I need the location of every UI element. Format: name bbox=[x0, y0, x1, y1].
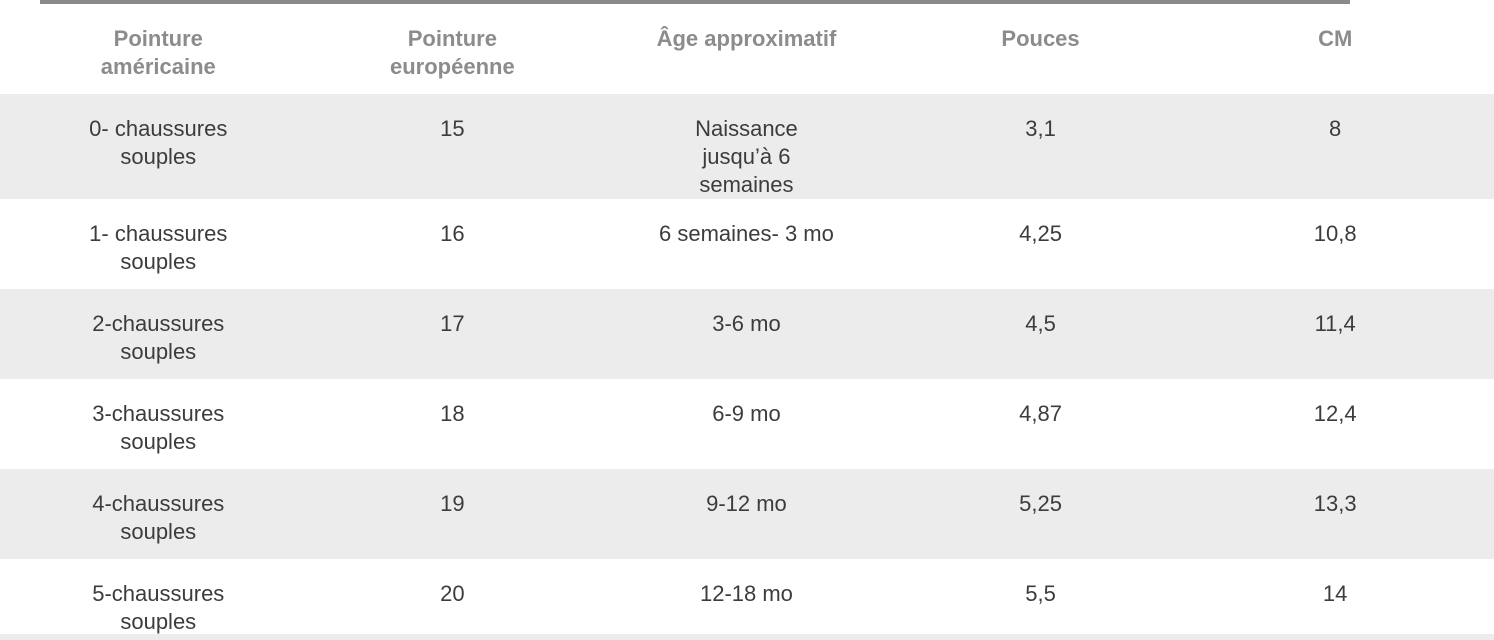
table-row: 1- chaussures souples 16 6 semaines- 3 m… bbox=[0, 199, 1494, 289]
cell-inches: 4,87 bbox=[1019, 401, 1062, 426]
table-body: 0- chaussures souples 15 Naissance jusqu… bbox=[0, 94, 1494, 640]
shoe-size-table: Pointure américaine Pointure européenne … bbox=[0, 4, 1494, 640]
table-row: 0- chaussures souples 15 Naissance jusqu… bbox=[0, 94, 1494, 199]
cell-approx-age: 3-6 mo bbox=[588, 289, 905, 379]
cell-us-size: 0- chaussures souples bbox=[0, 94, 317, 199]
next-row-band bbox=[0, 634, 1494, 640]
cell-us-size: 4-chaussures souples bbox=[0, 469, 317, 559]
table-row: 2-chaussures souples 17 3-6 mo 4,5 11,4 bbox=[0, 289, 1494, 379]
table-header: Pointure américaine Pointure européenne … bbox=[0, 4, 1494, 94]
table-row: 5-chaussures souples 20 12-18 mo 5,5 14 bbox=[0, 559, 1494, 640]
cell-inches: 5,5 bbox=[1025, 581, 1056, 606]
cell-inches: 5,25 bbox=[904, 469, 1177, 559]
cell-inches: 3,1 bbox=[904, 94, 1177, 199]
cell-approx-age: 6-9 mo bbox=[712, 401, 781, 426]
table-top-rule bbox=[40, 0, 1350, 4]
cell-approx-age: 9-12 mo bbox=[588, 469, 905, 559]
cell-eu-size: 15 bbox=[316, 94, 589, 199]
cell-approx-age: 12-18 mo bbox=[699, 581, 793, 606]
header-inches: Pouces bbox=[1001, 26, 1080, 51]
cell-cm: 8 bbox=[1176, 94, 1494, 199]
header-approx-age: Âge approximatif bbox=[656, 26, 837, 51]
cell-approx-age: Naissance jusqu’à 6 semaines bbox=[588, 94, 905, 199]
table-row: 3-chaussures souples 18 6-9 mo 4,87 12,4 bbox=[0, 379, 1494, 469]
cell-us-size: 1- chaussures souples bbox=[89, 221, 228, 274]
cell-us-size: 3-chaussures souples bbox=[92, 401, 225, 454]
header-eu-size: Pointure européenne bbox=[390, 26, 515, 79]
header-cm: CM bbox=[1318, 26, 1353, 51]
cell-eu-size: 18 bbox=[440, 401, 465, 426]
cell-cm: 12,4 bbox=[1313, 401, 1357, 426]
cell-approx-age: 6 semaines- 3 mo bbox=[659, 221, 834, 246]
cell-eu-size: 17 bbox=[316, 289, 589, 379]
cell-inches: 4,25 bbox=[1019, 221, 1062, 246]
cell-inches: 4,5 bbox=[904, 289, 1177, 379]
table-row: 4-chaussures souples 19 9-12 mo 5,25 13,… bbox=[0, 469, 1494, 559]
cell-cm: 14 bbox=[1322, 581, 1348, 606]
cell-eu-size: 19 bbox=[316, 469, 589, 559]
cell-us-size: 5-chaussures souples bbox=[92, 581, 225, 634]
cell-eu-size: 20 bbox=[440, 581, 465, 606]
cell-cm: 10,8 bbox=[1313, 221, 1357, 246]
cell-us-size: 2-chaussures souples bbox=[0, 289, 317, 379]
cell-cm: 13,3 bbox=[1176, 469, 1494, 559]
header-row: Pointure américaine Pointure européenne … bbox=[0, 4, 1494, 94]
cell-cm: 11,4 bbox=[1176, 289, 1494, 379]
cell-eu-size: 16 bbox=[440, 221, 465, 246]
header-us-size: Pointure américaine bbox=[100, 26, 216, 79]
